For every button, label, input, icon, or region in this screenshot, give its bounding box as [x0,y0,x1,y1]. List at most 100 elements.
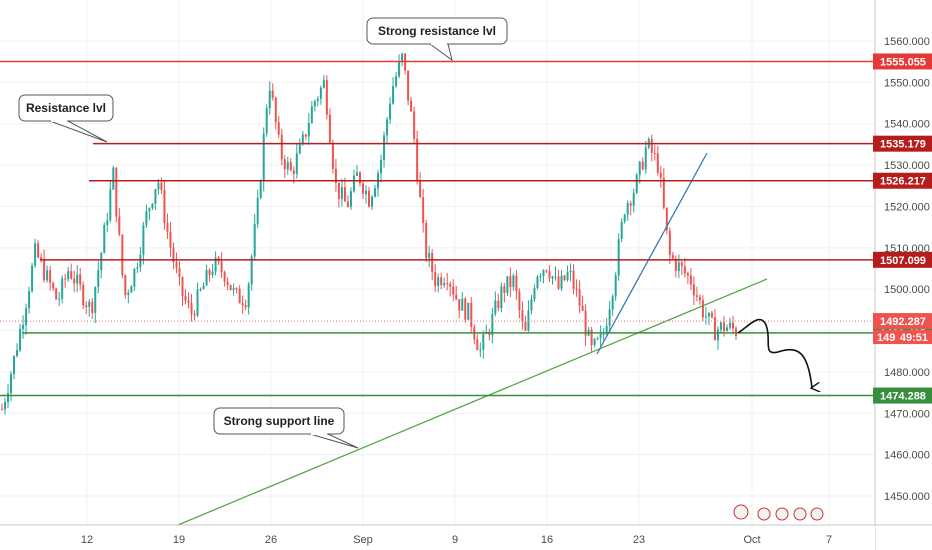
candle-body [548,271,551,279]
candle-body [521,310,524,322]
candle-body [241,303,244,306]
candle-body [316,98,319,102]
candle-body [82,284,85,306]
candle-body [58,298,61,300]
candle-body [358,172,361,184]
countdown-label: 49:51 [900,332,928,344]
candle-body [440,277,443,286]
candle-body [55,288,58,300]
candle-body [605,325,608,334]
candle-body [61,278,64,299]
candle-body [118,216,121,235]
candle-body [34,243,37,266]
price-tick-label: 1550.000 [884,77,930,89]
candle-body [277,122,280,135]
price-tick-label: 1470.000 [884,408,930,420]
events-icons[interactable] [733,504,824,521]
candle-body [331,142,334,169]
price-tick-label: 1450.000 [884,491,930,503]
candle-body [271,90,274,98]
candle-body [85,305,88,307]
candle-body [226,281,229,285]
time-axis[interactable] [0,525,875,550]
candle-body [283,159,286,170]
price-tag [873,53,932,70]
candle-body [374,188,377,197]
candle-body [611,296,614,310]
candle-body [46,270,49,281]
candle-body [608,309,611,326]
candle-body [638,161,641,175]
support-trendline [177,278,768,526]
candle-body [319,87,322,99]
candle-body [662,177,665,208]
candle-body [545,270,548,272]
countdown-tag [873,330,932,345]
candle-body [680,262,683,267]
candle-body [461,298,464,311]
candle-body [434,272,437,287]
candle-body [707,312,710,317]
candle-body [151,203,154,209]
candle-body [578,289,581,306]
candle-body [470,302,473,327]
candle-body [581,305,584,311]
candle-body [313,101,316,107]
candle-body [386,119,389,136]
candle-body [446,283,449,285]
candle-body [659,172,662,178]
candle-body [392,86,395,104]
candle-body [518,291,521,311]
candle-body [1,409,3,411]
candle-body [422,197,425,223]
candle-body [121,234,124,276]
candle-body [401,53,404,62]
candle-body [73,278,76,284]
callout-label: Strong resistance lvl [378,24,496,38]
partial-price-label: 149 [877,332,895,344]
candle-body [500,286,503,309]
candle-body [91,301,94,313]
candle-body [307,123,310,137]
candle-body [178,267,181,278]
candle-body [416,138,419,180]
candle-body [232,288,235,290]
candle-body [361,183,364,194]
candle-body [467,302,470,320]
callout-label: Strong support line [224,414,335,428]
candle-body [187,300,190,304]
candle-body [304,134,307,137]
candle-body [554,276,557,278]
candle-body [103,224,106,254]
candle-body [334,168,337,183]
candle-body [31,265,34,292]
candle-body [512,275,515,288]
candle-body [253,223,256,257]
candle-body [22,324,25,329]
candle-body [148,208,151,212]
candle-body [530,299,533,311]
candle-body [292,170,295,174]
candle-body [410,100,413,112]
candle-body [644,147,647,170]
time-tick-label: 7 [826,534,832,546]
uptrend-line [596,152,708,355]
flag-icon [793,507,807,521]
candle-body [395,76,398,87]
candle-body [43,259,46,281]
price-tick-label: 1460.000 [884,450,930,462]
candle-body [437,277,440,287]
candle-body [115,167,118,217]
price-tag [873,172,932,189]
price-tag-label: 1555.055 [880,56,926,68]
candle-body [635,174,638,193]
candle-body [214,257,217,272]
price-axis-tags: 1555.0551535.1791526.2171507.0991489.425… [873,53,932,404]
candle-body [425,222,428,259]
candle-body [539,276,542,278]
candle-body [10,374,13,394]
candle-body [569,270,572,273]
candle-body [557,276,560,289]
candle-body [428,252,431,259]
